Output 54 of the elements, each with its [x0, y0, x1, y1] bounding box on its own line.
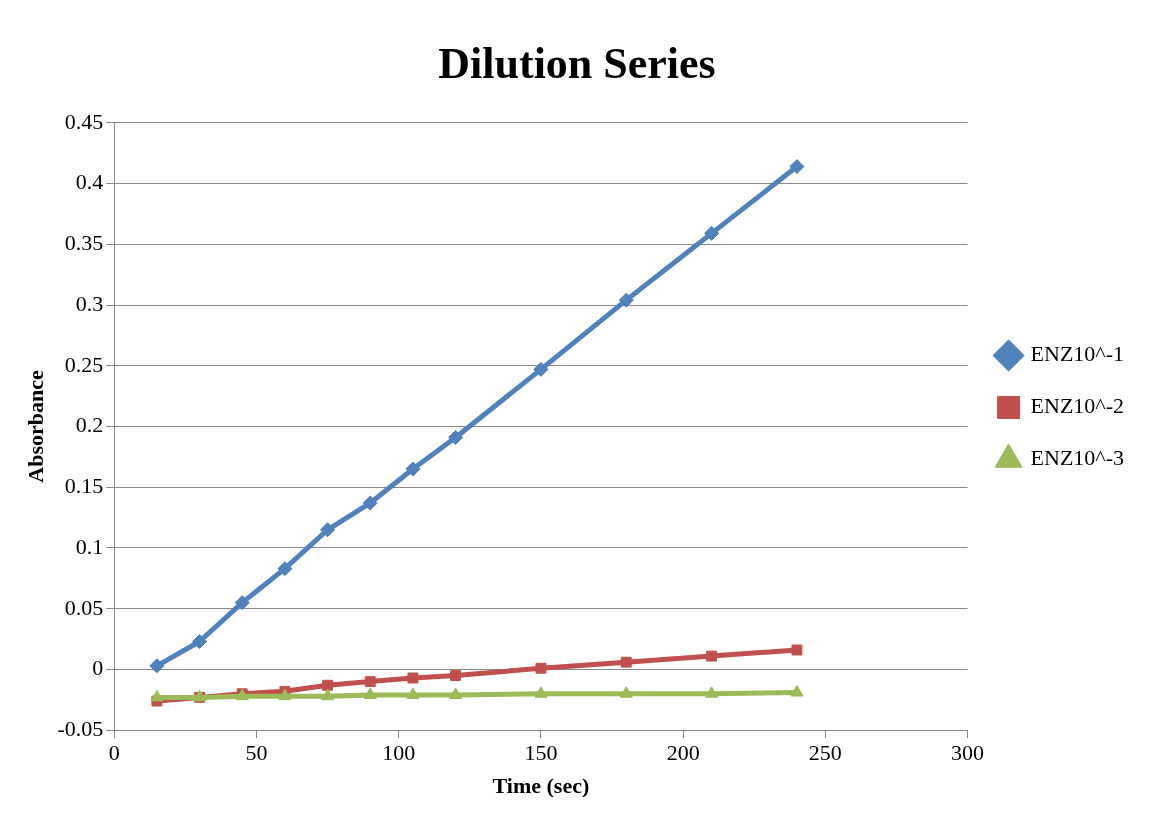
y-tick-label: 0.1 [75, 533, 104, 559]
point [149, 658, 165, 674]
legend-label: ENZ10^-1 [1030, 341, 1125, 367]
y-tick-label: 0.25 [64, 351, 104, 377]
point [705, 686, 719, 698]
x-tick-label: 100 [382, 740, 416, 766]
y-tick-label: 0.3 [75, 290, 104, 316]
point [234, 595, 250, 611]
point [363, 687, 377, 699]
x-tick-label: 150 [524, 740, 558, 766]
point [407, 672, 419, 684]
legend-label: ENZ10^-2 [1030, 393, 1125, 419]
x-tick-label: 300 [951, 740, 985, 766]
point [192, 634, 208, 650]
x-axis-title: Time (sec) [492, 773, 590, 799]
point [150, 689, 164, 702]
point [620, 656, 632, 668]
point [533, 361, 549, 377]
point [362, 495, 378, 511]
point [704, 225, 720, 241]
y-tick-label: 0.4 [75, 169, 104, 195]
y-tick-label: 0.45 [64, 108, 104, 134]
y-tick-label: 0.05 [64, 594, 104, 620]
point [320, 522, 336, 538]
point [619, 686, 633, 698]
point [322, 679, 334, 691]
y-tick-label: 0.35 [64, 230, 104, 256]
point [706, 650, 718, 662]
point [790, 685, 804, 697]
point [277, 561, 293, 577]
point [450, 670, 462, 681]
x-tick-label: 0 [108, 740, 120, 766]
y-tick-label: 0.15 [64, 473, 104, 499]
x-tick-label: 200 [666, 740, 700, 766]
point [534, 686, 548, 698]
point [405, 461, 421, 477]
point [278, 688, 292, 701]
point [789, 159, 805, 175]
chart-title: Dilution Series [438, 38, 716, 88]
y-tick-label: 0 [92, 655, 104, 681]
point [535, 662, 547, 674]
y-tick-label: -0.05 [57, 715, 104, 741]
point [321, 688, 335, 701]
x-tick-label: 50 [245, 740, 268, 766]
x-tick-label: 250 [808, 740, 842, 766]
point [448, 429, 464, 445]
point [364, 676, 376, 688]
point [791, 644, 803, 656]
y-tick-label: 0.2 [75, 412, 104, 438]
point [406, 687, 420, 699]
point [449, 687, 463, 699]
legend-label: ENZ10^-3 [1030, 445, 1125, 471]
point [618, 292, 634, 308]
y-axis-title: Absorbance [22, 370, 48, 483]
